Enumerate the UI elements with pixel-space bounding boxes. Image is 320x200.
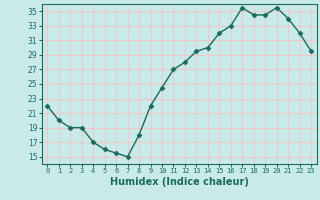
X-axis label: Humidex (Indice chaleur): Humidex (Indice chaleur) [110,177,249,187]
